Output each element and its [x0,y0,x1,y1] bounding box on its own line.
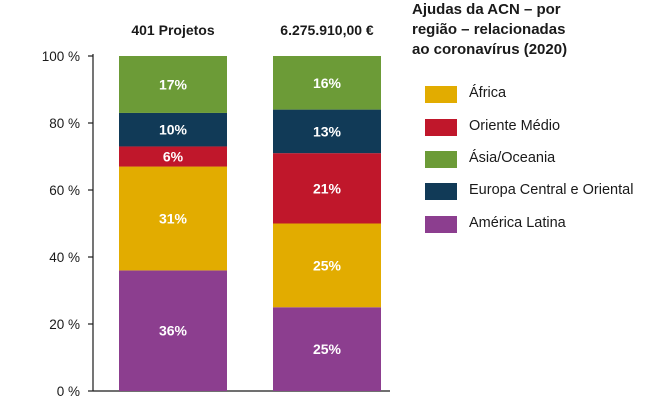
chart-title-line-2: região – relacionadas [412,21,566,38]
bar-segment [119,146,227,167]
data-label: 21% [313,180,342,196]
bar-segment [273,307,381,391]
chart-title-line-1: Ajudas da ACN – por [412,1,561,18]
chart-title-line-3: ao coronavírus (2020) [412,41,568,58]
chart-title: Ajudas da ACN – por região – relacionada… [412,0,662,60]
legend-swatch-europa [425,183,457,200]
data-label: 25% [313,341,342,357]
legend-item-africa: África [425,84,665,106]
category-label: 6.275.910,00 € [280,22,374,38]
bar-segment [273,56,381,110]
y-tick-label: 40 % [49,250,80,265]
legend-item-america-latina: América Latina [425,214,665,236]
y-tick-label: 60 % [49,183,80,198]
legend-label-asia-oceania: Ásia/Oceania [469,150,556,166]
legend-label-africa: África [469,85,507,101]
legend-label-oriente-medio: Oriente Médio [469,118,561,134]
bar-segment [273,153,381,224]
data-label: 17% [159,76,188,92]
y-tick-label: 100 % [42,49,80,64]
legend-swatch-oriente-medio [425,119,457,136]
data-label: 6% [163,149,184,165]
bar-segment [273,109,381,154]
data-label: 36% [159,323,188,339]
bar-segment [119,112,227,147]
y-tick-label: 80 % [49,116,80,131]
legend-item-oriente-medio: Oriente Médio [425,117,665,139]
data-label: 31% [159,210,188,226]
legend-swatch-america-latina [425,216,457,233]
legend-swatch-asia-oceania [425,151,457,168]
bar-segment [119,166,227,271]
data-label: 16% [313,75,342,91]
legend-label-europa: Europa Central e Oriental [469,182,634,198]
legend-item-asia-oceania: Ásia/Oceania [425,149,665,171]
data-label: 10% [159,122,188,138]
legend-label-america-latina: América Latina [469,215,566,231]
bar-segment [273,223,381,308]
y-tick-label: 0 % [57,384,80,399]
bar-segment [119,56,227,113]
data-label: 13% [313,123,342,139]
y-tick-label: 20 % [49,317,80,332]
data-label: 25% [313,257,342,273]
bar-segment [119,270,227,391]
legend-swatch-africa [425,86,457,103]
legend-item-europa: Europa Central e Oriental [425,181,665,203]
category-label: 401 Projetos [131,22,214,38]
